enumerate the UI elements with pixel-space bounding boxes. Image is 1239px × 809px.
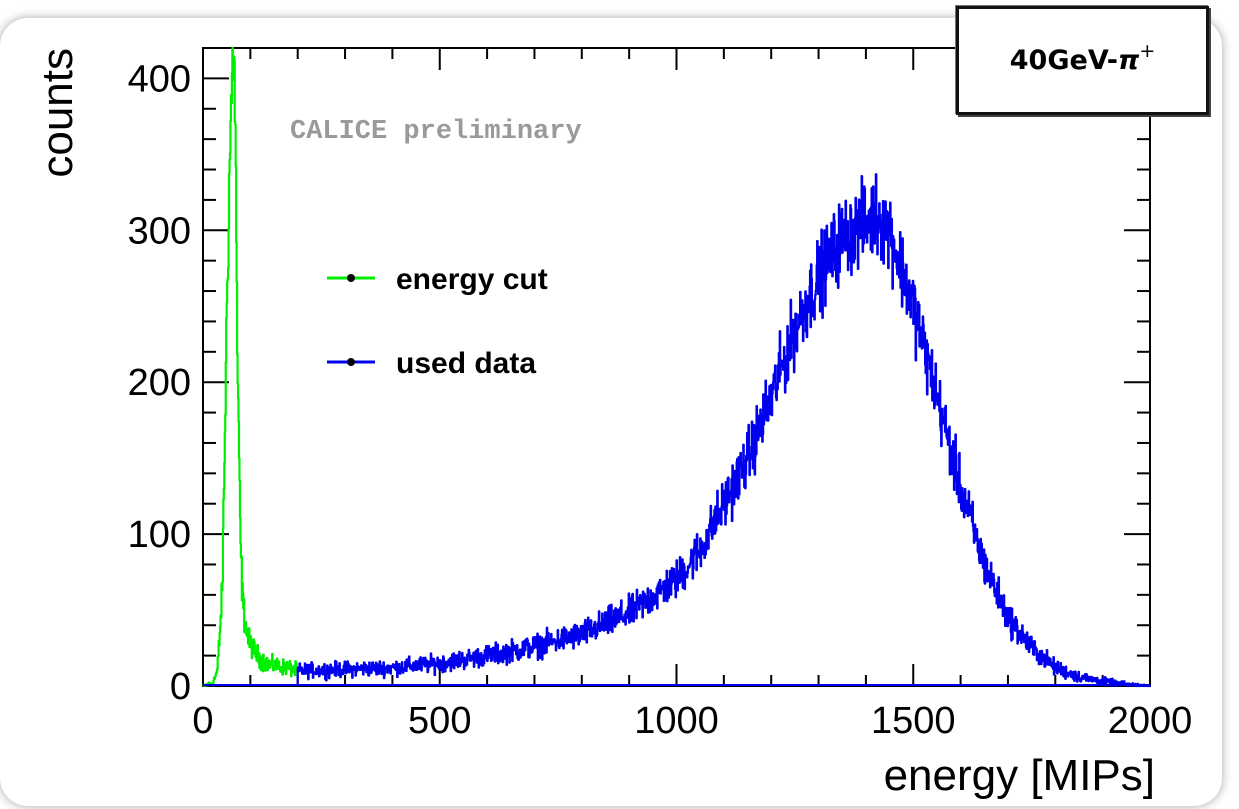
y-tick-label: 200: [128, 362, 191, 404]
x-tick-label: 500: [408, 700, 471, 742]
charge-superscript: +: [1139, 39, 1156, 62]
y-tick-label: 0: [170, 666, 191, 708]
beam-label-box: 40GeV-π +: [956, 6, 1209, 115]
legend-marker-energy-cut: [347, 274, 355, 282]
preliminary-annotation: CALICE preliminary: [290, 117, 582, 147]
legend-label-energy-cut: energy cut: [396, 263, 548, 296]
y-axis-label: counts: [33, 48, 82, 178]
legend-label-used-data: used data: [396, 347, 536, 380]
y-tick-label: 300: [128, 210, 191, 252]
x-tick-label: 2000: [1108, 700, 1193, 742]
y-tick-label: 400: [128, 58, 191, 100]
legend-marker-used-data: [347, 358, 355, 366]
beam-label-text: 40GeV-: [1009, 45, 1118, 76]
pi-symbol: π: [1117, 45, 1140, 76]
series-line-energy-cut: [202, 46, 299, 688]
x-tick-label: 1000: [634, 700, 719, 742]
x-axis-label: energy [MIPs]: [884, 751, 1155, 800]
series-line-used-data: [296, 173, 1152, 688]
x-tick-label: 1500: [871, 700, 956, 742]
y-tick-label: 100: [128, 514, 191, 556]
x-tick-label: 0: [192, 700, 213, 742]
